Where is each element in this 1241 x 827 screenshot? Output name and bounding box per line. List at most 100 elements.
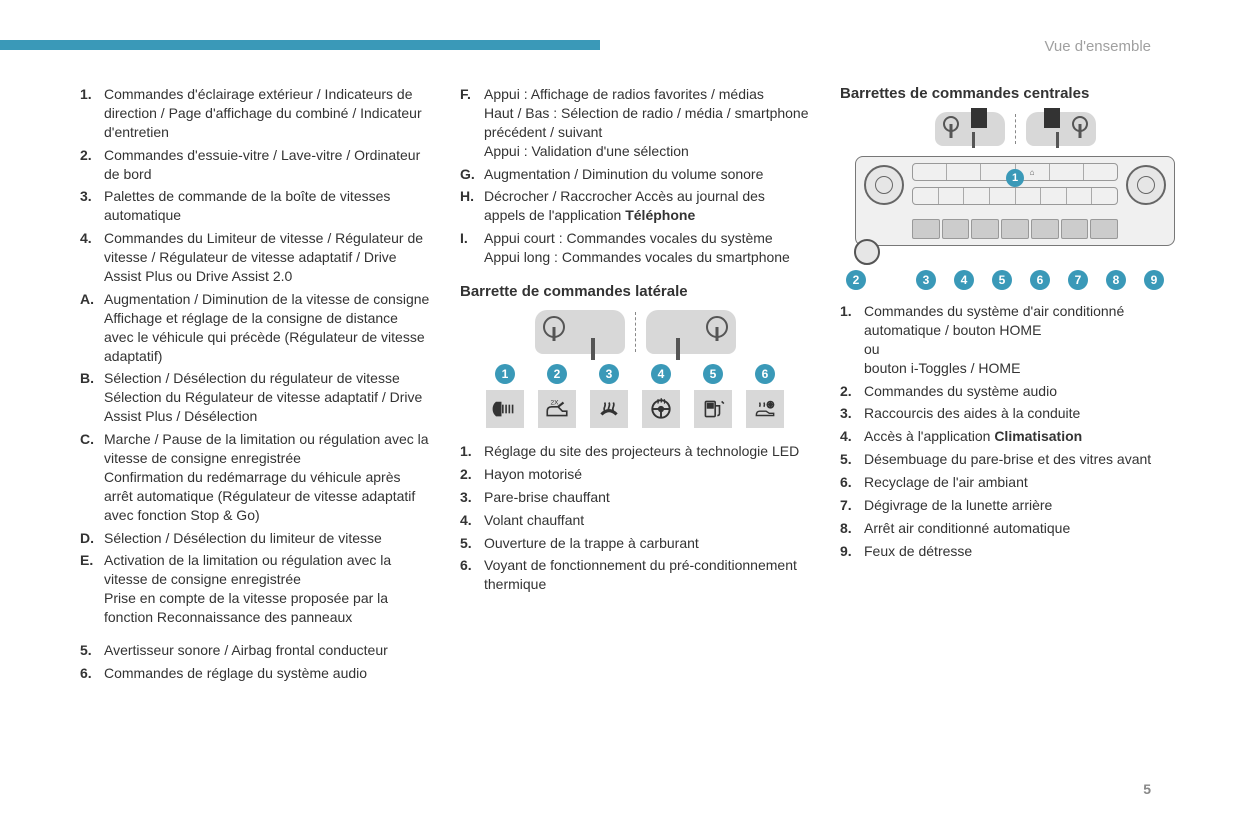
col1-alpha-item: C.Marche / Pause de la limitation ou rég… [80, 430, 430, 524]
central-list-marker: 4. [840, 427, 864, 446]
lateral-section-title: Barrette de commandes latérale [460, 283, 810, 300]
stalk-icon [591, 338, 595, 360]
col1-num-text: Commandes d'essuie-vitre / Lave-vitre / … [104, 146, 430, 184]
col2-alpha-text: Décrocher / Raccrocher Accès au journal … [484, 187, 810, 225]
col1-alpha-item: B.Sélection / Désélection du régulateur … [80, 369, 430, 426]
column-2: F.Appui : Affichage de radios favorites … [460, 85, 810, 687]
lateral-button-pair: 6 [743, 364, 787, 428]
col1-num-text: Palettes de commande de la boîte de vite… [104, 187, 430, 225]
col2-alpha-item: I.Appui court : Commandes vocales du sys… [460, 229, 810, 267]
col2-alpha-text: Appui court : Commandes vocales du systè… [484, 229, 810, 267]
col2-alpha-marker: F. [460, 85, 484, 161]
lateral-button-pair: 1 [483, 364, 527, 428]
callout-circle: 9 [1144, 270, 1164, 290]
lateral-button-pair: 5 [691, 364, 735, 428]
col1-num-marker: 2. [80, 146, 104, 184]
col1-alpha-item: D.Sélection / Désélection du limiteur de… [80, 529, 430, 548]
col1-alpha-text: Augmentation / Diminution de la vitesse … [104, 290, 430, 366]
col1-alpha-marker: B. [80, 369, 104, 426]
central-diagram: 1 ⌂ 23456789 [840, 112, 1190, 290]
header-section-label: Vue d'ensemble [1044, 38, 1151, 55]
divider [635, 312, 636, 352]
fuel-flap-icon [694, 390, 732, 428]
central-list-marker: 3. [840, 404, 864, 423]
col1-num-item: 3.Palettes de commande de la boîte de vi… [80, 187, 430, 225]
lateral-list-item: 2.Hayon motorisé [460, 465, 810, 484]
steering-shape-right [1026, 112, 1096, 146]
callout-circle: 8 [1106, 270, 1126, 290]
central-list-item: 1.Commandes du système d'air conditionné… [840, 302, 1190, 378]
col2-alpha-text: Augmentation / Diminution du volume sono… [484, 165, 810, 184]
central-list-item: 6.Recyclage de l'air ambiant [840, 473, 1190, 492]
central-list-text: Recyclage de l'air ambiant [864, 473, 1190, 492]
steering-wheel-icon [1072, 116, 1088, 132]
lateral-list-marker: 1. [460, 442, 484, 461]
col2-alpha-marker: H. [460, 187, 484, 225]
col1-num-item: 2.Commandes d'essuie-vitre / Lave-vitre … [80, 146, 430, 184]
central-wheel-silhouette [840, 112, 1190, 146]
central-list-item: 3.Raccourcis des aides à la conduite [840, 404, 1190, 423]
col1-alpha-text: Marche / Pause de la limitation ou régul… [104, 430, 430, 524]
central-section-title: Barrettes de commandes centrales [840, 85, 1190, 102]
divider [1015, 114, 1016, 144]
lateral-button-pair: 3 [587, 364, 631, 428]
col1-num-item: 5.Avertisseur sonore / Airbag frontal co… [80, 641, 430, 660]
central-list-text: Arrêt air conditionné automatique [864, 519, 1190, 538]
central-list-marker: 1. [840, 302, 864, 378]
central-list-text: Désembuage du pare-brise et des vitres a… [864, 450, 1190, 469]
col1-num-marker: 1. [80, 85, 104, 142]
col1-num-text: Commandes du Limiteur de vitesse / Régul… [104, 229, 430, 286]
col1-alpha-marker: C. [80, 430, 104, 524]
steering-heat-icon [642, 390, 680, 428]
lateral-list-text: Pare-brise chauffant [484, 488, 810, 507]
callout-circle: 7 [1068, 270, 1088, 290]
stalk-icon [1056, 132, 1059, 148]
callout-circle: 4 [954, 270, 974, 290]
col1-alpha-marker: A. [80, 290, 104, 366]
lateral-list-marker: 6. [460, 556, 484, 594]
central-list-item: 2.Commandes du système audio [840, 382, 1190, 401]
lateral-list-marker: 3. [460, 488, 484, 507]
lateral-list-text: Hayon motorisé [484, 465, 810, 484]
central-list-marker: 7. [840, 496, 864, 515]
central-list-item: 4.Accès à l'application Climatisation [840, 427, 1190, 446]
callout-circle: 3 [916, 270, 936, 290]
col1-num-marker: 4. [80, 229, 104, 286]
panel-top-cell [1050, 164, 1084, 180]
panel-top-cell [947, 164, 981, 180]
page-number: 5 [1143, 781, 1151, 797]
paddle-icon [971, 108, 987, 128]
col1-alpha-item: E.Activation de la limitation ou régulat… [80, 551, 430, 627]
lateral-wheel-silhouette [460, 310, 810, 354]
col1-num-item: 1.Commandes d'éclairage extérieur / Indi… [80, 85, 430, 142]
column-1: 1.Commandes d'éclairage extérieur / Indi… [80, 85, 430, 687]
central-list-marker: 8. [840, 519, 864, 538]
stalk-icon [972, 132, 975, 148]
lateral-list-item: 4.Volant chauffant [460, 511, 810, 530]
lateral-list-item: 3.Pare-brise chauffant [460, 488, 810, 507]
steering-shape-left [935, 112, 1005, 146]
headlight-adjust-icon [486, 390, 524, 428]
central-list-marker: 6. [840, 473, 864, 492]
col1-alpha-text: Activation de la limitation ou régulatio… [104, 551, 430, 627]
panel-top-cell [1084, 164, 1117, 180]
col2-alpha-marker: I. [460, 229, 484, 267]
header-accent-bar [0, 40, 600, 50]
col1-num-text: Avertisseur sonore / Airbag frontal cond… [104, 641, 430, 660]
callout-circle: 3 [599, 364, 619, 384]
lateral-button-pair: 4 [639, 364, 683, 428]
central-list-text: Feux de détresse [864, 542, 1190, 561]
paddle-icon [1044, 108, 1060, 128]
col1-num-text: Commandes d'éclairage extérieur / Indica… [104, 85, 430, 142]
col1-num-marker: 3. [80, 187, 104, 225]
central-list-marker: 9. [840, 542, 864, 561]
col2-alpha-item: F.Appui : Affichage de radios favorites … [460, 85, 810, 161]
col1-alpha-marker: D. [80, 529, 104, 548]
steering-wheel-icon [943, 116, 959, 132]
col1-num-marker: 6. [80, 664, 104, 683]
col1-num-text: Commandes de réglage du système audio [104, 664, 430, 683]
lateral-list-marker: 4. [460, 511, 484, 530]
col2-alpha-marker: G. [460, 165, 484, 184]
central-list-text: Dégivrage de la lunette arrière [864, 496, 1190, 515]
preconditioning-icon [746, 390, 784, 428]
